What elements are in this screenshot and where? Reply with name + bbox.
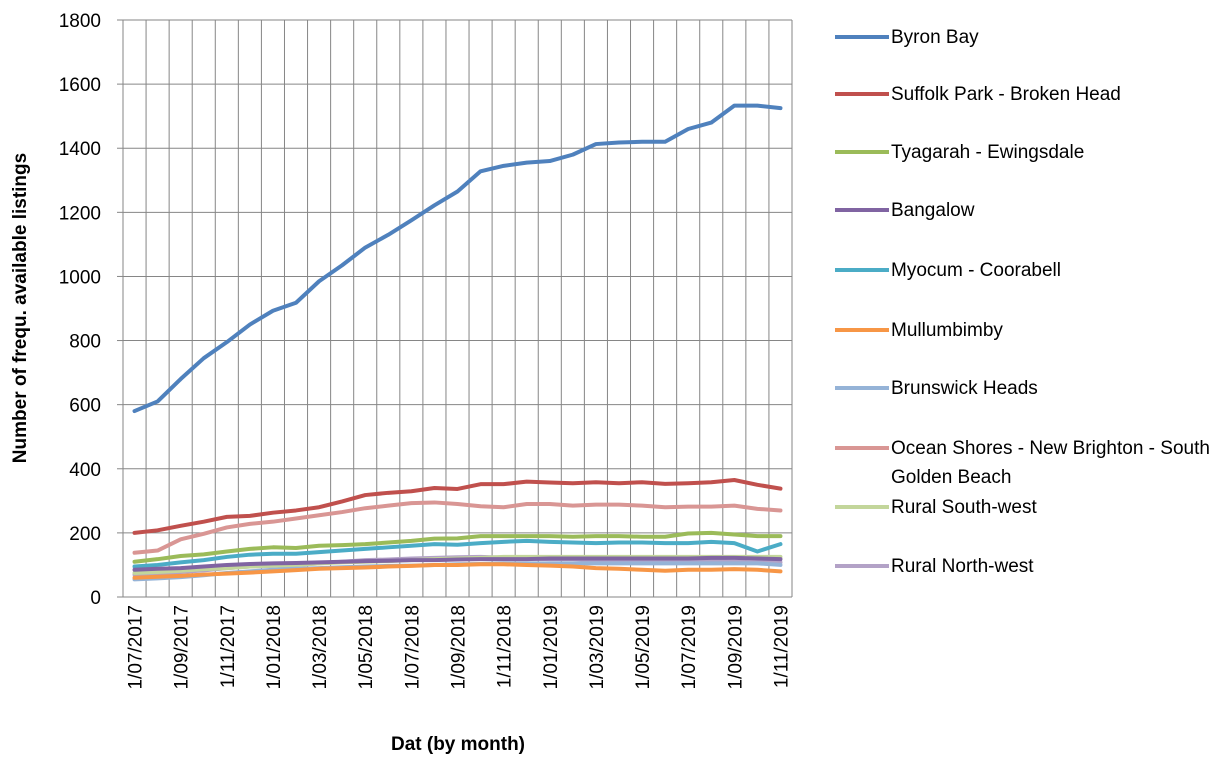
legend-label: Ocean Shores - New Brighton - South Gold… — [891, 438, 1210, 488]
legend-label: Tyagarah - Ewingsdale — [891, 142, 1085, 163]
x-axis-title: Dat (by month) — [391, 734, 525, 755]
legend-swatch — [835, 208, 889, 212]
legend-swatch — [835, 386, 889, 390]
x-tick-label: 1/05/2019 — [633, 605, 654, 690]
series-line — [132, 538, 783, 569]
x-tick-label: 1/01/2019 — [541, 605, 562, 690]
y-axis-title: Number of frequ. available listings — [10, 153, 31, 463]
series-line — [132, 562, 783, 580]
x-tick-label: 1/07/2018 — [402, 605, 423, 690]
y-tick-label: 1200 — [59, 203, 101, 224]
series-line — [132, 500, 783, 555]
x-tick-label: 1/07/2017 — [126, 605, 147, 690]
x-tick-label: 1/11/2019 — [771, 605, 792, 688]
y-tick-label: 1400 — [59, 139, 101, 160]
y-tick-label: 800 — [69, 332, 101, 353]
x-tick-label: 1/11/2018 — [495, 605, 516, 688]
series-line — [132, 478, 783, 535]
legend-label: Bangalow — [891, 200, 975, 221]
series-line — [132, 555, 783, 572]
y-tick-label: 1000 — [59, 267, 101, 288]
x-tick-label: 1/07/2019 — [679, 605, 700, 690]
legend-item: Mullumbimby — [835, 316, 1221, 345]
legend-item: Suffolk Park - Broken Head — [835, 80, 1221, 109]
x-tick-label: 1/03/2019 — [587, 605, 608, 690]
legend-item: Tyagarah - Ewingsdale — [835, 138, 1221, 167]
legend-swatch — [835, 328, 889, 332]
legend-swatch — [835, 35, 889, 39]
legend-item: Myocum - Coorabell — [835, 256, 1221, 285]
legend-swatch — [835, 150, 889, 154]
y-tick-label: 1600 — [59, 75, 101, 96]
legend-item: Rural North-west — [835, 552, 1221, 581]
x-tick-label: 1/09/2017 — [172, 605, 193, 690]
legend-swatch — [835, 564, 889, 568]
y-tick-label: 400 — [69, 460, 101, 481]
y-tick-label: 0 — [90, 588, 101, 609]
y-tick-label: 200 — [69, 524, 101, 545]
legend-item: Ocean Shores - New Brighton - South Gold… — [835, 434, 1221, 492]
x-tick-label: 1/09/2018 — [449, 605, 470, 690]
legend-item: Byron Bay — [835, 23, 1221, 52]
legend-label: Myocum - Coorabell — [891, 260, 1061, 281]
legend-label: Rural North-west — [891, 556, 1034, 577]
x-tick-label: 1/09/2019 — [725, 605, 746, 690]
x-tick-label: 1/11/2017 — [218, 605, 239, 688]
y-tick-label: 1800 — [59, 11, 101, 32]
x-tick-label: 1/01/2018 — [264, 605, 285, 690]
legend-label: Mullumbimby — [891, 320, 1003, 341]
legend-swatch — [835, 268, 889, 272]
legend-swatch — [835, 446, 889, 450]
legend-label: Byron Bay — [891, 27, 979, 48]
legend-item: Rural South-west — [835, 493, 1221, 522]
series-line — [132, 530, 783, 564]
legend-item: Brunswick Heads — [835, 374, 1221, 403]
series-line — [132, 103, 783, 414]
legend-item: Bangalow — [835, 196, 1221, 225]
legend-swatch — [835, 92, 889, 96]
legend-label: Brunswick Heads — [891, 378, 1038, 399]
x-tick-label: 1/05/2018 — [356, 605, 377, 690]
legend-label: Suffolk Park - Broken Head — [891, 84, 1121, 105]
x-tick-label: 1/03/2018 — [310, 605, 331, 690]
y-tick-label: 600 — [69, 396, 101, 417]
legend-label: Rural South-west — [891, 497, 1037, 518]
legend-swatch — [835, 505, 889, 509]
